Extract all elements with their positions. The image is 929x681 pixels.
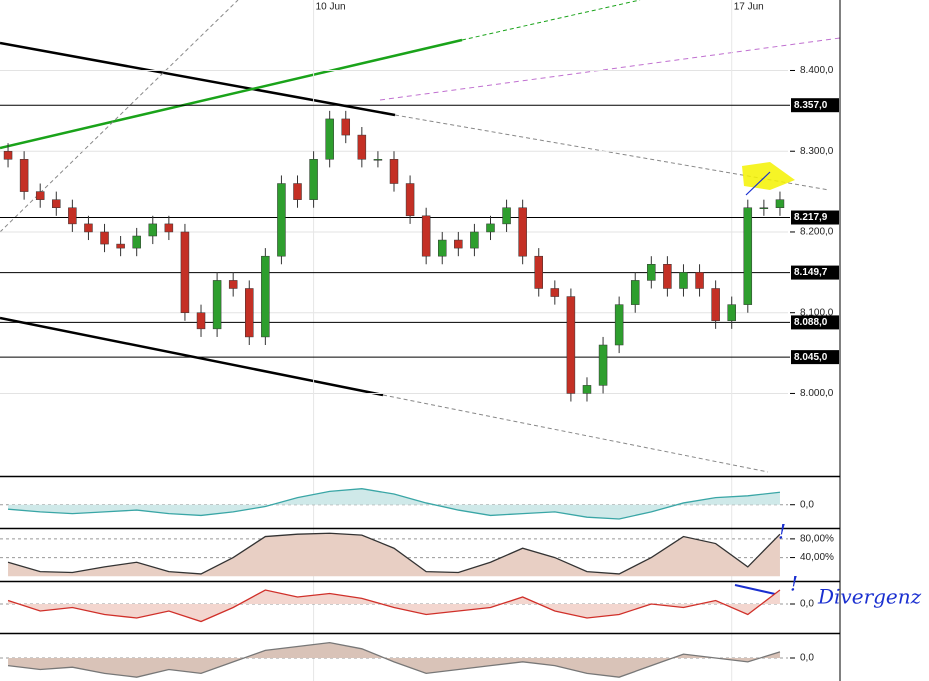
candle-body (341, 118, 351, 136)
level-label: 8.045,0 (794, 352, 828, 363)
indicator-area (8, 590, 780, 622)
indicator-area (8, 488, 780, 519)
indicator-line (7, 589, 781, 623)
level-label: 8.088,0 (794, 317, 828, 328)
candle-body (148, 223, 158, 237)
candle-body (518, 207, 527, 257)
candle-body (647, 264, 656, 281)
candle-body (180, 231, 190, 313)
level-label-box (791, 265, 839, 280)
candle-body (3, 150, 13, 160)
candle-body (261, 255, 270, 338)
candle-body (100, 231, 109, 245)
candle-body (759, 207, 769, 209)
candle-body (405, 183, 415, 217)
candle-body (437, 239, 447, 257)
candle-body (277, 183, 286, 257)
candle-body (470, 231, 479, 249)
candle-body (293, 183, 302, 200)
candle-body (679, 272, 688, 289)
candle-body (68, 207, 77, 225)
indicator-line (7, 642, 781, 678)
candle-body (164, 223, 174, 233)
candle-body (357, 134, 367, 160)
candle-body (695, 272, 704, 289)
candle-body (727, 304, 736, 322)
candle-body (775, 199, 785, 208)
y-tick-label: 40,00% (800, 552, 834, 563)
candle-body (582, 385, 592, 394)
candle-body (566, 296, 576, 394)
candle-body (502, 207, 511, 225)
level-label-box (791, 210, 839, 225)
candle-body (132, 235, 141, 249)
level-label: 8.149,7 (794, 267, 828, 278)
y-tick-label: 0,0 (800, 599, 814, 610)
candle-body (454, 239, 463, 249)
level-label-box (791, 350, 839, 365)
y-tick-label: 8.200,0 (800, 227, 834, 238)
x-tick-label: 17 Jun (734, 2, 764, 13)
level-label-box (791, 315, 839, 330)
level-label: 8.357,0 (794, 100, 828, 111)
y-tick-label: 8.400,0 (800, 65, 834, 76)
drawings (0, 0, 841, 595)
annotation: ! (778, 520, 786, 544)
candle-body (389, 159, 399, 184)
candle-body (228, 280, 238, 289)
plots: 8.400,0 8.300,0 8.200,0 8.100,0 8.000,0 10 Ju… (0, 0, 840, 681)
candle-body (534, 255, 543, 289)
candle-body (486, 223, 495, 233)
level-label: 8.217,9 (794, 212, 828, 223)
indicator-line (7, 488, 781, 520)
y-tick-label: 8.300,0 (800, 146, 834, 157)
indicator-area (8, 533, 780, 577)
candle-body (52, 199, 61, 208)
candle-body (19, 159, 29, 192)
candle-body (196, 312, 206, 330)
y-tick-label: 0,0 (800, 653, 814, 664)
candle-body (373, 159, 383, 161)
candle-body (212, 280, 222, 330)
y-tick-label: 80,00% (800, 534, 834, 545)
candle-body (614, 304, 624, 346)
y-tick-label: 8.100,0 (800, 307, 834, 318)
candle-body (84, 223, 93, 233)
annotation: Divergenz (817, 585, 922, 609)
candle-body (550, 288, 560, 297)
candle-body (35, 191, 45, 200)
candle-body (309, 159, 318, 200)
candle-body (711, 288, 720, 322)
candle-body (630, 280, 640, 305)
y-tick-label: 0,0 (800, 499, 814, 510)
candle-body (421, 215, 431, 257)
candle-body (116, 243, 125, 249)
indicator-line (7, 532, 781, 575)
candle-body (663, 264, 672, 289)
x-tick-label: 10 Jun (316, 2, 346, 13)
candle-body (743, 207, 753, 305)
indicator-area (8, 642, 780, 678)
candle-body (325, 118, 334, 160)
annotation: ! (790, 572, 798, 596)
candle-body (245, 288, 254, 338)
candle-body (598, 344, 608, 386)
y-tick-label: 8.000,0 (800, 388, 834, 399)
level-label-box (791, 98, 839, 113)
